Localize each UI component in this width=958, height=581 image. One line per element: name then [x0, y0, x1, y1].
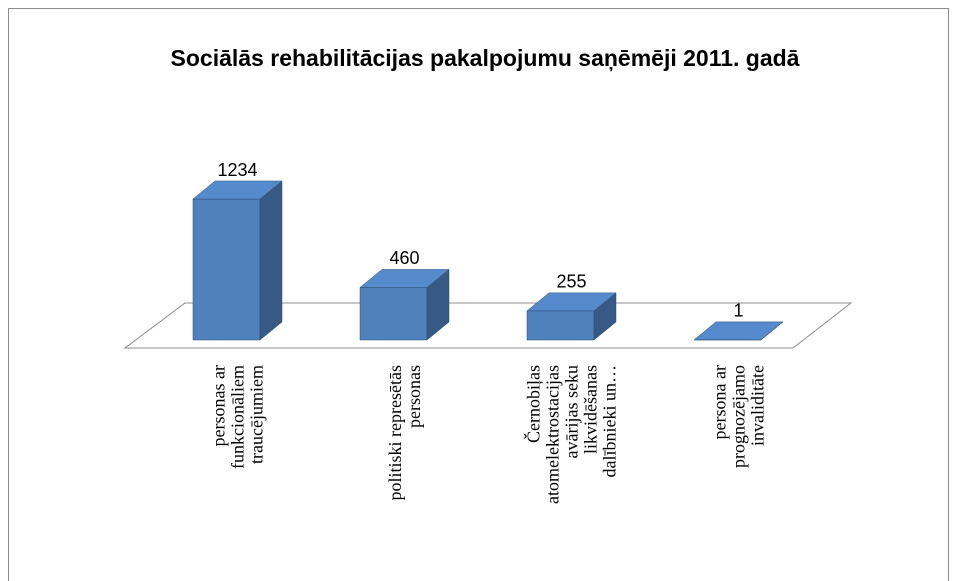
floor: [123, 302, 853, 349]
data-label: 1234: [217, 160, 257, 180]
x-tick-label: persona ar prognozējamo invaliditāte: [709, 365, 767, 468]
data-label: 255: [556, 272, 586, 292]
bar-front: [359, 287, 428, 341]
bar-top: [526, 292, 617, 312]
bar-top: [192, 180, 283, 200]
x-tick-label: Černobiļas atomelektrostacijas avārijas …: [523, 365, 619, 504]
bar-top: [359, 269, 450, 288]
bar-top: [693, 321, 784, 341]
data-label: 1: [733, 301, 743, 321]
bar: [359, 268, 450, 341]
chart-frame: [8, 8, 949, 581]
bar: [693, 321, 784, 341]
x-tick-label: politiski represētās personas: [384, 365, 424, 501]
data-label: 460: [389, 248, 419, 268]
bar: [192, 180, 283, 341]
bar: [526, 292, 617, 341]
x-tick-label: personas ar funkcionāliem traucējumiem: [208, 365, 266, 469]
chart-title: Sociālās rehabilitācijas pakalpojumu saņ…: [170, 45, 800, 71]
bar-front: [526, 310, 595, 341]
bar-side: [259, 180, 283, 341]
bar-front: [192, 198, 261, 341]
